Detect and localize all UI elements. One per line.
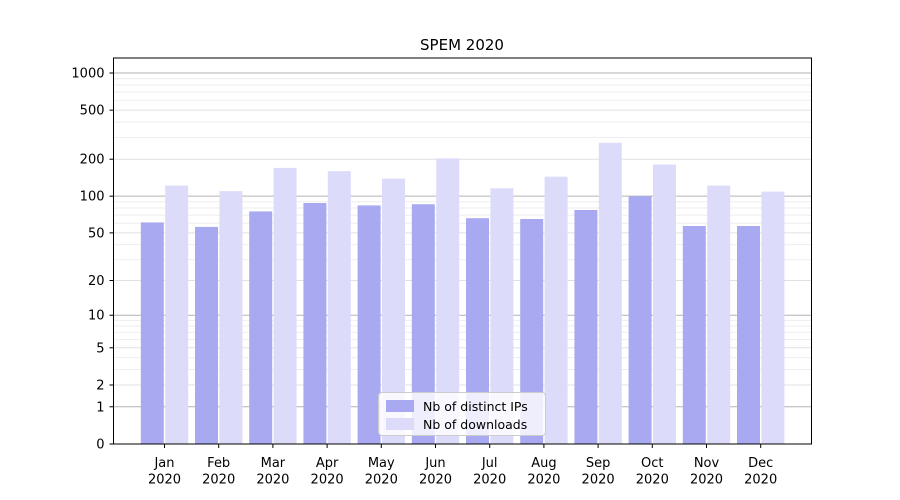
x-tick-label-month: Nov bbox=[694, 456, 720, 471]
chart-title: SPEM 2020 bbox=[420, 36, 504, 54]
x-tick-label-year: 2020 bbox=[202, 473, 235, 488]
x-tick-label-year: 2020 bbox=[419, 473, 452, 488]
bar-jan bbox=[165, 185, 189, 444]
bar-oct bbox=[628, 196, 652, 444]
legend-swatch-downloads bbox=[386, 418, 414, 430]
y-tick-label-2: 2 bbox=[96, 379, 104, 394]
bar-apr bbox=[303, 203, 327, 444]
x-tick-label-year: 2020 bbox=[256, 473, 289, 488]
x-tick-label-year: 2020 bbox=[582, 473, 615, 488]
x-axis: Jan 2020 Feb 2020 Mar 2020 Apr 2020 May 2020 Jun 20… bbox=[148, 444, 777, 488]
x-tick-label-year: 2020 bbox=[527, 473, 560, 488]
x-tick-label-month: Apr bbox=[316, 456, 339, 471]
bar-feb bbox=[219, 191, 243, 444]
legend-swatch-rect bbox=[386, 418, 414, 430]
legend-label-downloads: Nb of downloads bbox=[423, 416, 528, 432]
bar-series-downloads bbox=[165, 142, 785, 445]
x-tick-label-year: 2020 bbox=[365, 473, 398, 488]
x-tick-label-year: 2020 bbox=[636, 473, 669, 488]
bar-apr bbox=[327, 171, 351, 444]
x-tick-label-month: Dec bbox=[748, 456, 773, 471]
y-tick-label-1000: 1000 bbox=[71, 67, 104, 82]
x-tick-label-month: May bbox=[368, 456, 395, 471]
bar-dec bbox=[737, 226, 760, 444]
x-tick-label-year: 2020 bbox=[473, 473, 506, 488]
bar-sep bbox=[574, 210, 598, 444]
y-axis: 0 1 2 5 10 20 50 100 200 500 1000 bbox=[71, 67, 114, 453]
legend-item-downloads: Nb of downloads bbox=[386, 415, 545, 433]
bar-sep bbox=[598, 142, 622, 445]
bar-oct bbox=[653, 164, 676, 444]
x-tick-label-month: Oct bbox=[641, 456, 663, 471]
x-tick-label-month: Jun bbox=[424, 456, 445, 471]
y-tick-label-100: 100 bbox=[80, 190, 105, 205]
x-tick-label-year: 2020 bbox=[311, 473, 344, 488]
plot-border bbox=[113, 57, 812, 445]
gridlines bbox=[113, 72, 812, 408]
legend-label-distinct-ips: Nb of distinct IPs bbox=[423, 398, 528, 414]
y-tick-label-10: 10 bbox=[88, 309, 105, 324]
x-tick-label-month: Sep bbox=[586, 456, 611, 471]
bar-feb bbox=[195, 226, 218, 444]
y-tick-label-200: 200 bbox=[80, 153, 105, 168]
x-tick-label-year: 2020 bbox=[690, 473, 723, 488]
x-tick-label-month: Jul bbox=[481, 456, 498, 471]
x-tick-label-month: Jan bbox=[153, 456, 174, 471]
bar-jan bbox=[140, 222, 164, 444]
bar-aug bbox=[520, 219, 544, 444]
legend-swatch-rect bbox=[386, 400, 414, 412]
legend-item-distinct-ips: Nb of distinct IPs bbox=[386, 397, 545, 415]
bar-jun bbox=[411, 204, 435, 444]
bar-may bbox=[382, 178, 405, 444]
y-tick-label-50: 50 bbox=[88, 226, 105, 241]
y-tick-label-500: 500 bbox=[80, 104, 105, 119]
y-tick-label-0: 0 bbox=[96, 438, 104, 453]
bar-nov bbox=[682, 226, 706, 444]
y-tick-label-1: 1 bbox=[96, 400, 104, 415]
bar-jul bbox=[490, 188, 514, 444]
x-tick-label-year: 2020 bbox=[744, 473, 777, 488]
y-tick-label-20: 20 bbox=[88, 274, 105, 289]
x-tick-label-year: 2020 bbox=[148, 473, 181, 488]
bar-dec bbox=[761, 191, 785, 444]
legend-swatch-distinct-ips bbox=[386, 400, 414, 412]
bar-jul bbox=[466, 218, 489, 444]
bar-nov bbox=[707, 185, 731, 444]
x-tick-label-month: Feb bbox=[207, 456, 230, 471]
bar-mar bbox=[273, 167, 297, 444]
x-tick-label-month: Mar bbox=[261, 456, 286, 471]
bar-mar bbox=[249, 211, 273, 444]
bar-may bbox=[357, 205, 381, 444]
legend: Nb of distinct IPs Nb of downloads bbox=[378, 392, 546, 436]
bar-series-distinct-ips bbox=[140, 196, 760, 444]
x-tick-label-month: Aug bbox=[531, 456, 556, 471]
y-tick-label-5: 5 bbox=[96, 341, 104, 356]
bar-jun bbox=[436, 158, 460, 444]
bar-aug bbox=[544, 176, 568, 444]
